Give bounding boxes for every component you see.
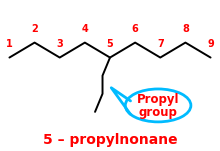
- Text: 4: 4: [81, 24, 88, 34]
- Text: 8: 8: [182, 24, 189, 34]
- Text: 5: 5: [107, 39, 113, 49]
- Text: 5 – propylnonane: 5 – propylnonane: [43, 133, 177, 147]
- Text: group: group: [139, 106, 178, 119]
- Text: 2: 2: [31, 24, 38, 34]
- Polygon shape: [111, 88, 130, 114]
- Text: Propyl: Propyl: [137, 93, 179, 106]
- Text: 3: 3: [56, 39, 63, 49]
- Text: 7: 7: [157, 39, 164, 49]
- Text: 6: 6: [132, 24, 139, 34]
- Text: 9: 9: [207, 39, 214, 49]
- Text: 1: 1: [6, 39, 13, 49]
